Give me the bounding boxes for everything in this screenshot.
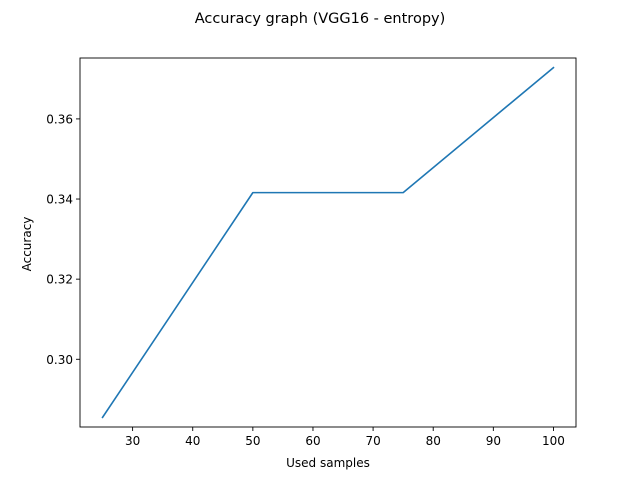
x-tick-label: 40 — [185, 434, 200, 448]
chart-title: Accuracy graph (VGG16 - entropy) — [195, 11, 446, 27]
series-line-0 — [101, 66, 555, 419]
x-tick-label: 100 — [542, 434, 565, 448]
x-tick-label: 70 — [365, 434, 380, 448]
x-axis-label: Used samples — [286, 456, 370, 470]
x-tick-label: 60 — [305, 434, 320, 448]
x-tick-label: 30 — [125, 434, 140, 448]
y-tick-label: 0.36 — [46, 112, 73, 126]
x-tick-label: 50 — [245, 434, 260, 448]
y-tick-label: 0.32 — [46, 273, 73, 287]
x-tick-label: 80 — [426, 434, 441, 448]
x-tick-label: 90 — [486, 434, 501, 448]
y-tick-label: 0.34 — [46, 193, 73, 207]
plot-area: 30 40 50 60 70 80 90 100 0.30 0.32 0.34 0.36 — [46, 57, 577, 448]
axes-frame — [79, 57, 577, 428]
y-axis-label: Accuracy — [20, 217, 34, 272]
y-tick-label: 0.30 — [46, 353, 73, 367]
